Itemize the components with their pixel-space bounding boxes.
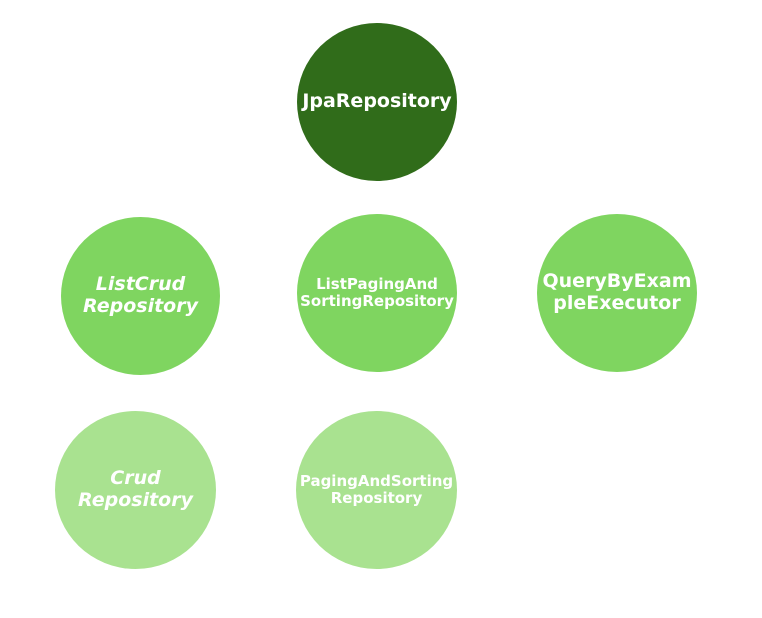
node-label-line: QueryByExam bbox=[542, 270, 692, 293]
node-label-line: pleExecutor bbox=[553, 292, 681, 314]
node-label-line: PagingAndSorting bbox=[299, 471, 454, 490]
node-label-line: Repository bbox=[330, 489, 423, 507]
node-label-line: SortingRepository bbox=[300, 292, 454, 310]
node-label-line: Repository bbox=[83, 295, 198, 317]
node-query-by-example-executor: QueryByExam pleExecutor bbox=[537, 214, 697, 372]
node-paging-and-sorting-repository: PagingAndSorting Repository bbox=[296, 411, 457, 569]
node-label-line: Repository bbox=[78, 489, 193, 511]
node-jpa-repository: JpaRepository bbox=[297, 23, 457, 181]
node-label-line: Crud bbox=[110, 467, 161, 490]
node-crud-repository: Crud Repository bbox=[55, 411, 216, 569]
node-label-line: ListCrud bbox=[95, 273, 186, 296]
node-list-crud-repository: ListCrud Repository bbox=[61, 217, 220, 375]
node-label-line: JpaRepository bbox=[302, 90, 452, 113]
node-list-paging-and-sorting-repository: ListPagingAnd SortingRepository bbox=[297, 214, 457, 372]
node-label-line: ListPagingAnd bbox=[316, 274, 438, 293]
